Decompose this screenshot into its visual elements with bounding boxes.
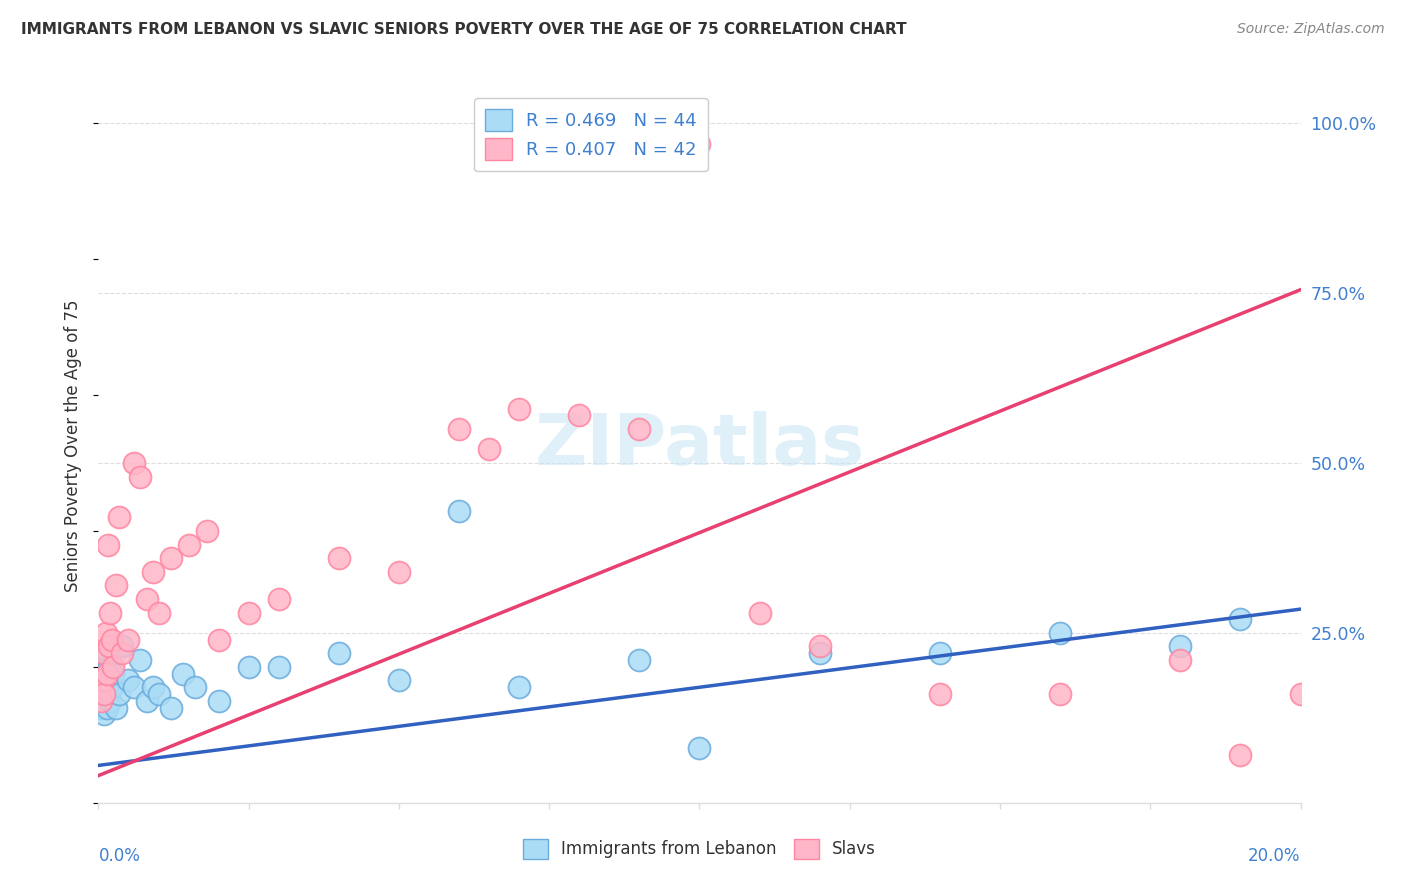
Point: [97, 646, 120, 660]
Point: [141, 680, 163, 694]
Point: [89, 680, 111, 694]
Point: [208, 632, 231, 647]
Point: [148, 687, 170, 701]
Point: [328, 551, 350, 566]
Point: [96, 666, 118, 681]
Point: [177, 537, 200, 551]
Point: [105, 578, 128, 592]
Point: [129, 653, 152, 667]
Point: [96, 673, 118, 688]
Point: [94, 666, 117, 681]
Point: [195, 524, 218, 538]
Point: [97, 687, 120, 701]
Point: [135, 591, 157, 606]
Point: [100, 694, 122, 708]
Point: [148, 606, 170, 620]
Point: [508, 680, 530, 694]
Point: [447, 422, 470, 436]
Point: [124, 456, 146, 470]
Point: [108, 687, 131, 701]
Point: [89, 687, 111, 701]
Legend: Immigrants from Lebanon, Slavs: Immigrants from Lebanon, Slavs: [516, 832, 883, 866]
Point: [90, 694, 112, 708]
Point: [108, 510, 131, 524]
Point: [98, 660, 121, 674]
Point: [267, 660, 290, 674]
Point: [1229, 612, 1251, 626]
Point: [90, 700, 112, 714]
Point: [96, 660, 118, 674]
Point: [94, 687, 117, 701]
Point: [1170, 653, 1192, 667]
Point: [124, 680, 146, 694]
Point: [111, 646, 134, 660]
Point: [103, 660, 125, 674]
Point: [91, 680, 114, 694]
Point: [172, 666, 194, 681]
Point: [183, 680, 205, 694]
Point: [1049, 626, 1071, 640]
Point: [388, 673, 411, 688]
Y-axis label: Seniors Poverty Over the Age of 75: Seniors Poverty Over the Age of 75: [65, 300, 83, 592]
Point: [100, 680, 122, 694]
Point: [159, 700, 181, 714]
Point: [91, 694, 114, 708]
Point: [93, 687, 115, 701]
Point: [1229, 748, 1251, 763]
Point: [111, 640, 134, 654]
Point: [100, 606, 122, 620]
Point: [129, 469, 152, 483]
Point: [689, 136, 711, 151]
Point: [117, 673, 139, 688]
Point: [929, 687, 952, 701]
Point: [91, 673, 114, 688]
Text: 0.0%: 0.0%: [98, 847, 141, 865]
Point: [628, 422, 651, 436]
Point: [478, 442, 501, 457]
Point: [97, 537, 120, 551]
Point: [808, 646, 831, 660]
Point: [103, 666, 125, 681]
Point: [388, 565, 411, 579]
Point: [141, 565, 163, 579]
Point: [1289, 687, 1312, 701]
Point: [929, 646, 952, 660]
Point: [267, 591, 290, 606]
Point: [1049, 687, 1071, 701]
Text: Source: ZipAtlas.com: Source: ZipAtlas.com: [1237, 22, 1385, 37]
Point: [105, 700, 128, 714]
Point: [93, 707, 115, 722]
Point: [328, 646, 350, 660]
Point: [1170, 640, 1192, 654]
Point: [159, 551, 181, 566]
Text: ZIPatlas: ZIPatlas: [534, 411, 865, 481]
Point: [96, 700, 118, 714]
Point: [689, 741, 711, 756]
Text: 20.0%: 20.0%: [1249, 847, 1301, 865]
Point: [447, 503, 470, 517]
Point: [508, 401, 530, 416]
Point: [568, 409, 591, 423]
Point: [117, 632, 139, 647]
Point: [91, 673, 114, 688]
Point: [93, 680, 115, 694]
Point: [808, 640, 831, 654]
Point: [208, 694, 231, 708]
Point: [628, 653, 651, 667]
Point: [98, 640, 121, 654]
Point: [100, 632, 122, 647]
Point: [93, 646, 115, 660]
Text: IMMIGRANTS FROM LEBANON VS SLAVIC SENIORS POVERTY OVER THE AGE OF 75 CORRELATION: IMMIGRANTS FROM LEBANON VS SLAVIC SENIOR…: [21, 22, 907, 37]
Point: [238, 606, 260, 620]
Point: [238, 660, 260, 674]
Point: [135, 694, 157, 708]
Point: [94, 626, 117, 640]
Point: [748, 606, 770, 620]
